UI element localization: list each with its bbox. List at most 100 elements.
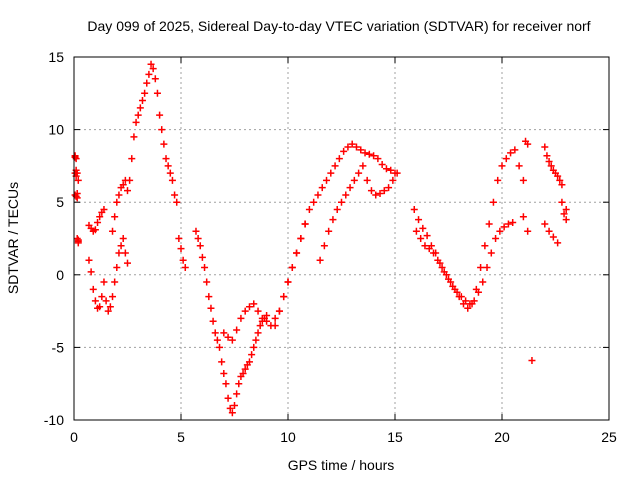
data-point <box>385 184 393 192</box>
data-point <box>231 401 238 409</box>
data-point <box>524 140 532 148</box>
y-tick-label: -10 <box>44 412 64 428</box>
data-point <box>492 235 500 242</box>
data-point <box>138 97 146 105</box>
data-point <box>226 404 234 412</box>
data-point <box>132 118 140 126</box>
data-point <box>85 256 93 264</box>
data-point <box>100 205 108 213</box>
data-point <box>374 155 382 163</box>
data-point <box>382 165 390 173</box>
data-point <box>340 147 348 155</box>
data-point <box>111 213 119 221</box>
data-point <box>541 143 549 151</box>
data-point <box>156 111 164 119</box>
data-point <box>194 235 202 242</box>
data-point <box>511 146 519 154</box>
data-point <box>558 181 566 189</box>
data-point <box>213 336 221 344</box>
data-point <box>393 169 401 177</box>
data-point <box>323 176 331 184</box>
data-point <box>89 285 97 293</box>
data-point <box>372 191 380 199</box>
x-tick-label: 20 <box>494 429 510 445</box>
data-point <box>147 60 155 68</box>
data-point <box>331 162 339 170</box>
data-point <box>280 293 288 301</box>
data-point <box>376 189 384 197</box>
data-point <box>211 329 219 337</box>
data-point <box>173 198 181 206</box>
data-point <box>119 235 127 242</box>
data-point <box>344 143 352 151</box>
data-point <box>275 307 283 315</box>
data-point <box>357 146 365 154</box>
data-point <box>442 271 450 279</box>
x-tick-label: 10 <box>280 429 296 445</box>
data-point <box>549 233 557 241</box>
data-point <box>498 162 506 170</box>
data-point <box>485 220 493 228</box>
data-point <box>94 219 102 227</box>
data-point <box>554 172 562 180</box>
data-point <box>346 184 354 192</box>
data-point <box>477 264 485 272</box>
data-point <box>494 176 502 184</box>
data-point <box>335 155 343 163</box>
data-point <box>425 245 433 253</box>
data-point <box>500 223 508 231</box>
data-point <box>245 303 253 311</box>
x-tick-labels: 0 5 10 15 20 25 <box>70 429 617 445</box>
data-point <box>509 219 517 227</box>
data-point <box>554 239 562 247</box>
data-point <box>239 370 247 378</box>
data-point <box>380 187 388 195</box>
data-point <box>104 307 112 315</box>
data-point <box>151 75 159 83</box>
y-tick-label: 15 <box>48 49 64 65</box>
data-point <box>468 300 476 308</box>
data-point <box>415 216 423 224</box>
data-point <box>365 150 373 158</box>
data-point <box>203 278 211 286</box>
data-point <box>113 198 121 206</box>
data-point <box>87 268 95 276</box>
data-point <box>73 194 81 202</box>
data-point <box>387 166 395 174</box>
data-point <box>96 303 104 311</box>
data-point <box>507 149 515 157</box>
data-point <box>333 205 341 213</box>
data-point <box>177 245 185 253</box>
data-point <box>410 205 418 213</box>
data-point <box>556 176 564 184</box>
data-point <box>562 205 570 213</box>
data-point <box>121 249 129 257</box>
data-point <box>348 140 356 148</box>
data-point <box>271 314 279 322</box>
data-point <box>338 198 345 206</box>
data-point <box>109 293 117 301</box>
data-point <box>464 304 472 312</box>
data-point <box>256 322 264 330</box>
data-point <box>519 213 527 221</box>
data-point <box>271 322 279 330</box>
data-point <box>228 336 236 344</box>
data-point <box>237 314 245 322</box>
x-tick-label: 25 <box>601 429 617 445</box>
data-point <box>160 140 168 148</box>
data-point <box>241 307 249 315</box>
data-point <box>164 162 172 170</box>
data-point <box>102 297 110 305</box>
data-point <box>459 300 467 308</box>
data-point <box>145 70 153 78</box>
data-point <box>106 303 114 311</box>
data-point <box>250 343 258 351</box>
data-point <box>541 220 549 228</box>
x-tick-label: 5 <box>177 429 185 445</box>
y-tick-label: 10 <box>48 122 64 138</box>
data-point <box>472 285 480 293</box>
data-point <box>483 264 491 272</box>
data-point <box>124 187 131 195</box>
data-point <box>158 126 166 134</box>
data-point <box>113 264 121 272</box>
